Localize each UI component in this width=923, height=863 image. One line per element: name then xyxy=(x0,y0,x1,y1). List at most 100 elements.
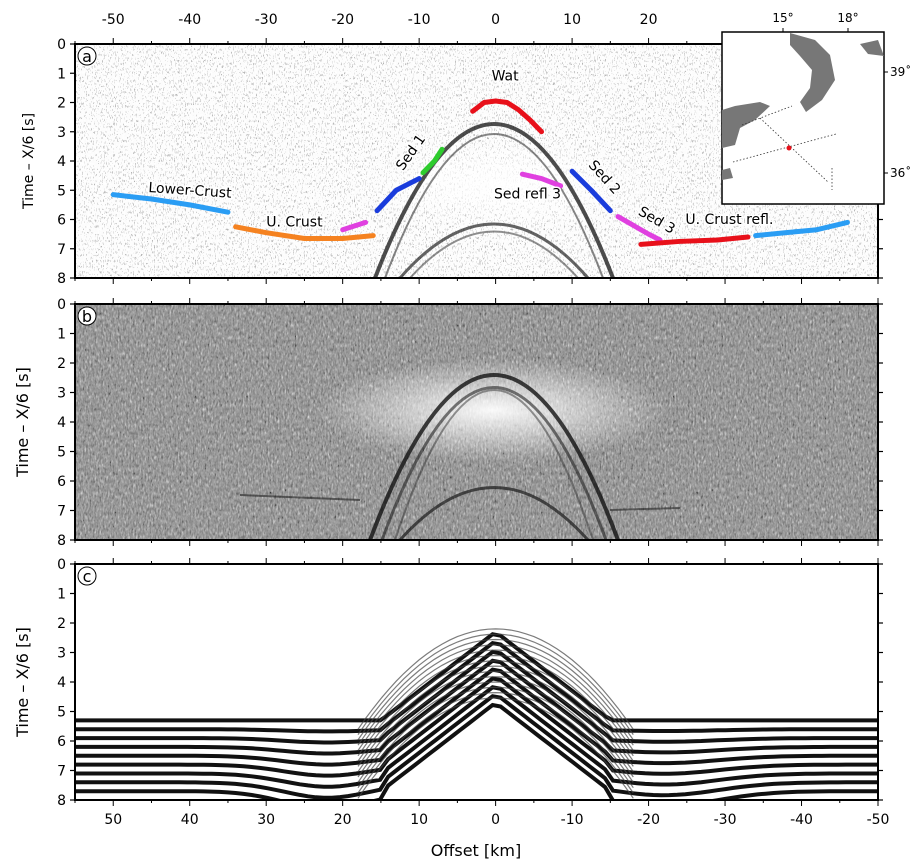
synthetic-fan-8 xyxy=(357,670,634,773)
panel-a-xtick-top-label--20: -20 xyxy=(331,12,354,28)
panel-a-ytick-label-1: 1 xyxy=(57,66,66,82)
panel-a-ylabel: Time – X/6 [s] xyxy=(21,113,37,210)
panel-c-xtick-label-50: 50 xyxy=(104,812,122,828)
synthetic-band-5 xyxy=(75,676,878,778)
panel-a-xtick-top-label--30: -30 xyxy=(255,12,278,28)
panel-b-direct-arrival xyxy=(368,373,620,540)
panel-c-xlabel: Offset [km] xyxy=(431,841,522,860)
synthetic-fan-1 xyxy=(357,633,634,735)
panel-a-xtick-top-label-20: 20 xyxy=(640,12,658,28)
panel-a-direct-arrival xyxy=(373,122,615,278)
panel-a-xtick-top-label-10: 10 xyxy=(563,12,581,28)
panel-c-ylabel: Time – X/6 [s] xyxy=(13,627,32,738)
panel-b-near-offset-fade xyxy=(75,304,878,540)
panel-b-ylabel: Time – X/6 [s] xyxy=(13,367,32,478)
panel-a-direct-arrival-2 xyxy=(384,133,604,278)
panel-letter-c-circle xyxy=(77,566,97,586)
pick-segment-3 xyxy=(374,176,422,214)
inset-map-lon-tick-15: 15° xyxy=(772,11,793,25)
panel-a-ytick-label-3: 3 xyxy=(57,125,66,141)
panel-c-synthetic-bands xyxy=(75,628,878,800)
panel-a-xtick-top-label--10: -10 xyxy=(408,12,431,28)
panel-letters: a b c xyxy=(77,46,97,586)
axes: 0 1 2 3 4 5 6 7 8 0 1 2 3 4 5 6 7 8 0 1 2 3 4 5 6 7 8 -50 -40 -30 -20 -… xyxy=(57,12,889,828)
panel-c-ytick-label-7: 7 xyxy=(57,764,66,780)
panel-c-ytick-label-1: 1 xyxy=(57,587,66,603)
inset-map: 15° 18° 39˚ 36˚ xyxy=(721,11,911,205)
panel-c-ytick-label-6: 6 xyxy=(57,734,66,750)
panel-c-xtick-label-0: 0 xyxy=(491,812,500,828)
panel-c-xtick-label--10: -10 xyxy=(561,812,584,828)
panel-a-xtick-top-label--50: -50 xyxy=(102,12,125,28)
panel-c-xtick-label--50: -50 xyxy=(867,812,890,828)
panel-b-ytick-label-6: 6 xyxy=(57,474,66,490)
panel-c-xtick-label-10: 10 xyxy=(410,812,428,828)
panel-c-xtick-label-40: 40 xyxy=(181,812,199,828)
panel-b xyxy=(74,303,879,541)
pick-sed-2 xyxy=(569,168,613,214)
panel-a-arrivals xyxy=(373,122,615,278)
panel-letter-c: c xyxy=(83,567,92,586)
panel-letter-a: a xyxy=(82,47,92,66)
synthetic-fan-4 xyxy=(357,649,634,751)
pick-sed-1 xyxy=(420,146,445,176)
pick-label-sed-refl-3: Sed refl 3 xyxy=(494,187,561,203)
panel-b-ytick-label-3: 3 xyxy=(57,386,66,402)
panel-b-ytick-label-2: 2 xyxy=(57,356,66,372)
inset-map-lat-tick-39: 39˚ xyxy=(890,64,911,79)
panel-a-ytick-label-6: 6 xyxy=(57,213,66,229)
synthetic-fan-2 xyxy=(357,638,634,741)
pick-segment-10 xyxy=(753,219,850,239)
panel-c-xtick-label--40: -40 xyxy=(790,812,813,828)
panel-b-ytick-label-0: 0 xyxy=(57,297,66,313)
synthetic-fan-11 xyxy=(357,686,634,789)
pick-label-u-crust-refl-: U. Crust refl. xyxy=(685,212,773,228)
inset-map-sicily xyxy=(722,102,770,148)
panel-a-xtick-top-label-0: 0 xyxy=(491,12,500,28)
pick-sed-3 xyxy=(615,214,663,243)
panel-b-arrivals xyxy=(239,373,681,540)
panel-a-multiple xyxy=(398,222,590,278)
panel-c-ytick-label-3: 3 xyxy=(57,646,66,662)
pick-lower-crust xyxy=(110,192,231,215)
panel-b-ytick-label-8: 8 xyxy=(57,533,66,549)
synthetic-band-7 xyxy=(75,694,878,800)
inset-map-lon-tick-18: 18° xyxy=(837,11,858,25)
panel-a-picks xyxy=(110,98,850,247)
panel-b-multiple xyxy=(398,486,590,540)
panel-a-ytick-label-5: 5 xyxy=(57,183,66,199)
synthetic-fan-10 xyxy=(357,681,634,783)
panel-a-ytick-label-7: 7 xyxy=(57,242,66,258)
inset-map-station-marker xyxy=(786,145,792,151)
inset-map-lat-tick-36: 36˚ xyxy=(890,165,911,180)
panel-b-reflector-right xyxy=(609,507,681,511)
inset-map-profile-2 xyxy=(759,117,829,183)
panel-b-ytick-label-5: 5 xyxy=(57,445,66,461)
panel-a-ytick-label-8: 8 xyxy=(57,271,66,287)
pick-u-crust-refl- xyxy=(638,234,751,247)
panel-c-ytick-label-5: 5 xyxy=(57,705,66,721)
synthetic-fan-0 xyxy=(357,628,634,730)
synthetic-band-1 xyxy=(75,640,878,734)
pick-wat xyxy=(470,98,545,135)
panel-letter-b: b xyxy=(82,307,92,326)
panel-c-ytick-label-8: 8 xyxy=(57,793,66,809)
pick-segment-2 xyxy=(340,219,369,233)
panel-b-direct-arrival-2 xyxy=(380,386,608,540)
pick-u-crust xyxy=(233,224,376,242)
synthetic-fan-3 xyxy=(357,644,634,746)
synthetic-fan-13 xyxy=(357,697,634,799)
synthetic-fan-5 xyxy=(357,654,634,757)
panel-a-ytick-label-0: 0 xyxy=(57,37,66,53)
panel-c xyxy=(74,563,879,801)
panel-c-xtick-label--30: -30 xyxy=(714,812,737,828)
panel-b-ytick-label-4: 4 xyxy=(57,415,66,431)
pick-sed-refl-3 xyxy=(519,171,564,189)
pick-label-u-crust: U. Crust xyxy=(266,215,323,231)
panel-a-multiple-2 xyxy=(409,230,579,278)
inset-map-greece xyxy=(860,40,884,56)
synthetic-fan-9 xyxy=(357,676,634,778)
synthetic-band-4 xyxy=(75,667,878,767)
panel-a-ytick-label-2: 2 xyxy=(57,96,66,112)
